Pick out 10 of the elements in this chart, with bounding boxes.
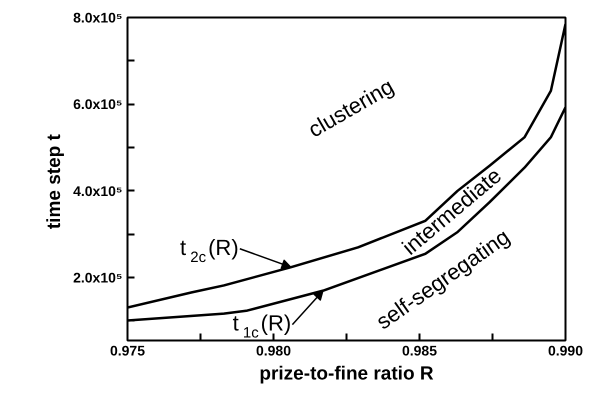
x-tick-label: 0.985 [402, 342, 438, 358]
y-tick-label: 6.0x10⁵ [73, 96, 123, 112]
x-tick-label: 0.990 [548, 342, 584, 358]
x-tick-label: 0.975 [110, 342, 146, 358]
x-axis-title: prize-to-fine ratio R [259, 364, 434, 384]
y-tick-label: 2.0x10⁵ [73, 270, 123, 286]
x-tick-label: 0.980 [256, 342, 292, 358]
y-axis-title: time step t [44, 133, 66, 230]
y-tick-label: 4.0x10⁵ [73, 182, 123, 199]
y-tick-label: 8.0x10⁵ [73, 10, 123, 26]
